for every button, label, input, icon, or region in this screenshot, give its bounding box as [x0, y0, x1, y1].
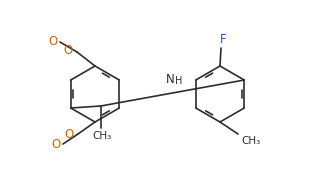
Text: CH₃: CH₃	[92, 131, 111, 141]
Text: O: O	[64, 44, 73, 57]
Text: O: O	[49, 35, 58, 48]
Text: H: H	[175, 76, 183, 86]
Text: N: N	[166, 73, 175, 86]
Text: O: O	[52, 137, 61, 151]
Text: O: O	[65, 128, 74, 142]
Text: F: F	[220, 33, 226, 46]
Text: CH₃: CH₃	[241, 136, 260, 146]
